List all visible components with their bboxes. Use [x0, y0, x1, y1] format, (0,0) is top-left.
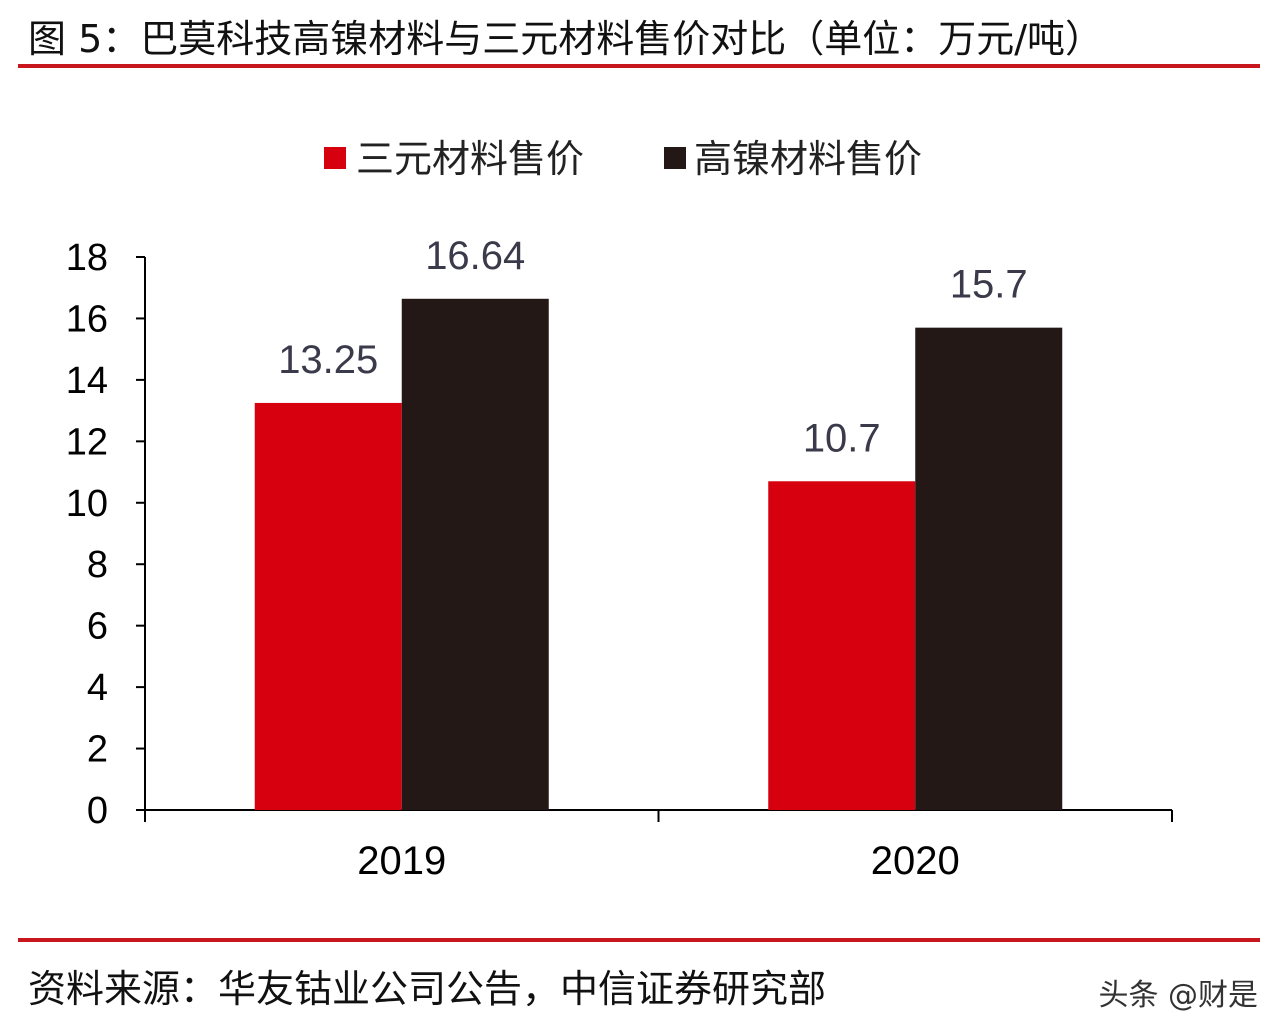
y-tick-label: 4 — [87, 667, 108, 709]
y-tick-label: 16 — [66, 298, 108, 340]
x-tick-label: 2020 — [871, 839, 960, 883]
data-label: 16.64 — [425, 234, 525, 278]
y-tick-label: 2 — [87, 729, 108, 771]
bar-2019-series-0 — [254, 402, 402, 810]
y-tick-label: 12 — [66, 421, 108, 463]
data-label: 15.7 — [950, 263, 1028, 307]
title-rule — [18, 64, 1260, 68]
bar-2020-series-1 — [915, 327, 1063, 810]
legend: 三元材料售价 高镍材料售价 — [324, 139, 922, 181]
bar-2020-series-0 — [768, 481, 916, 810]
source-note: 资料来源：华友钴业公司公告，中信证券研究部 — [28, 967, 827, 1011]
figure-title: 图 5：巴莫科技高镍材料与三元材料售价对比（单位：万元/吨） — [28, 17, 1104, 61]
y-tick-label: 18 — [66, 237, 108, 279]
legend-label-1: 高镍材料售价 — [694, 139, 922, 181]
x-tick-label: 2019 — [357, 839, 446, 883]
watermark: 头条 @财是 — [1098, 978, 1258, 1013]
y-tick-label: 0 — [87, 790, 108, 832]
source-rule — [18, 938, 1260, 942]
y-tick-label: 10 — [66, 483, 108, 525]
bar-2019-series-1 — [401, 298, 549, 810]
data-label: 10.7 — [803, 416, 881, 460]
y-tick-label: 14 — [66, 360, 108, 402]
y-tick-label: 6 — [87, 606, 108, 648]
legend-swatch-1 — [664, 147, 686, 169]
legend-label-0: 三元材料售价 — [356, 139, 584, 181]
y-tick-label: 8 — [87, 544, 108, 586]
data-label: 13.25 — [278, 338, 378, 382]
legend-swatch-0 — [324, 147, 346, 169]
